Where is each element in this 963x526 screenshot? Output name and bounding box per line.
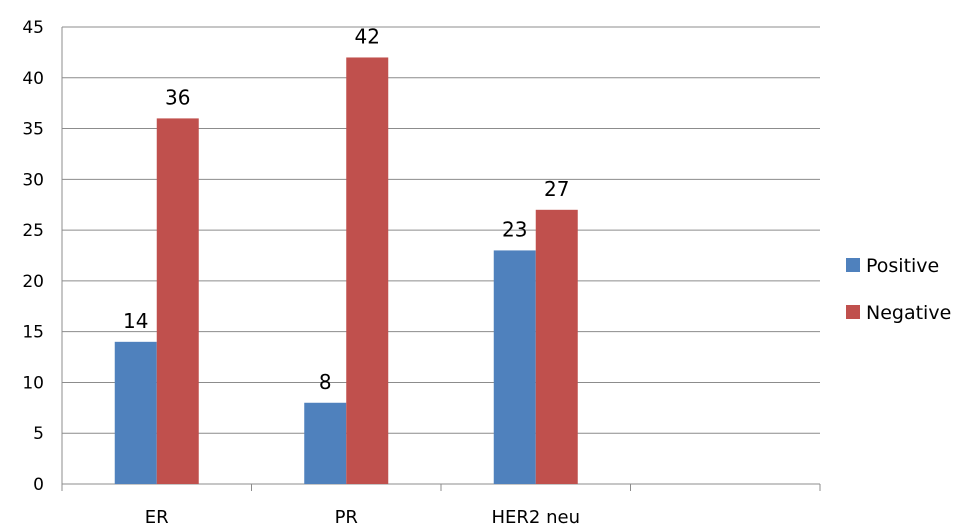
y-tick-label: 25 (22, 221, 44, 241)
legend-label: Negative (866, 302, 951, 324)
bar-positive-her2-neu (493, 250, 536, 484)
bar-negative-er (156, 118, 199, 485)
data-label: 8 (319, 370, 332, 394)
y-tick-label: 15 (22, 323, 44, 343)
y-tick-label: 30 (22, 170, 44, 190)
legend-label: Positive (866, 255, 939, 277)
x-category-label: ER (145, 507, 169, 526)
bars (114, 57, 578, 485)
legend: Positive Negative (846, 255, 951, 324)
y-tick-label: 10 (22, 373, 44, 393)
bar-positive-pr (304, 402, 347, 484)
axes: 0 5 10 15 20 25 30 35 40 45 ER PR HER2 neu (22, 18, 821, 526)
x-category-label: PR (335, 507, 358, 526)
y-tick-label: 5 (33, 424, 44, 444)
data-labels: 14 8 23 36 42 27 (123, 24, 569, 393)
y-tick-label: 0 (33, 475, 44, 495)
legend-swatch (846, 305, 860, 319)
bar-negative-her2-neu (535, 209, 578, 485)
y-tick-label: 35 (22, 120, 44, 140)
data-label: 27 (544, 177, 569, 201)
data-label: 14 (123, 309, 148, 333)
data-label: 36 (165, 85, 190, 109)
legend-swatch (846, 258, 860, 272)
bar-positive-er (114, 341, 157, 484)
data-label: 23 (502, 217, 527, 241)
bar-negative-pr (346, 57, 389, 484)
x-category-label: HER2 neu (492, 507, 580, 526)
y-tick-label: 45 (22, 18, 44, 38)
data-label: 42 (355, 24, 380, 48)
y-tick-label: 40 (22, 69, 44, 89)
y-tick-label: 20 (22, 272, 44, 292)
